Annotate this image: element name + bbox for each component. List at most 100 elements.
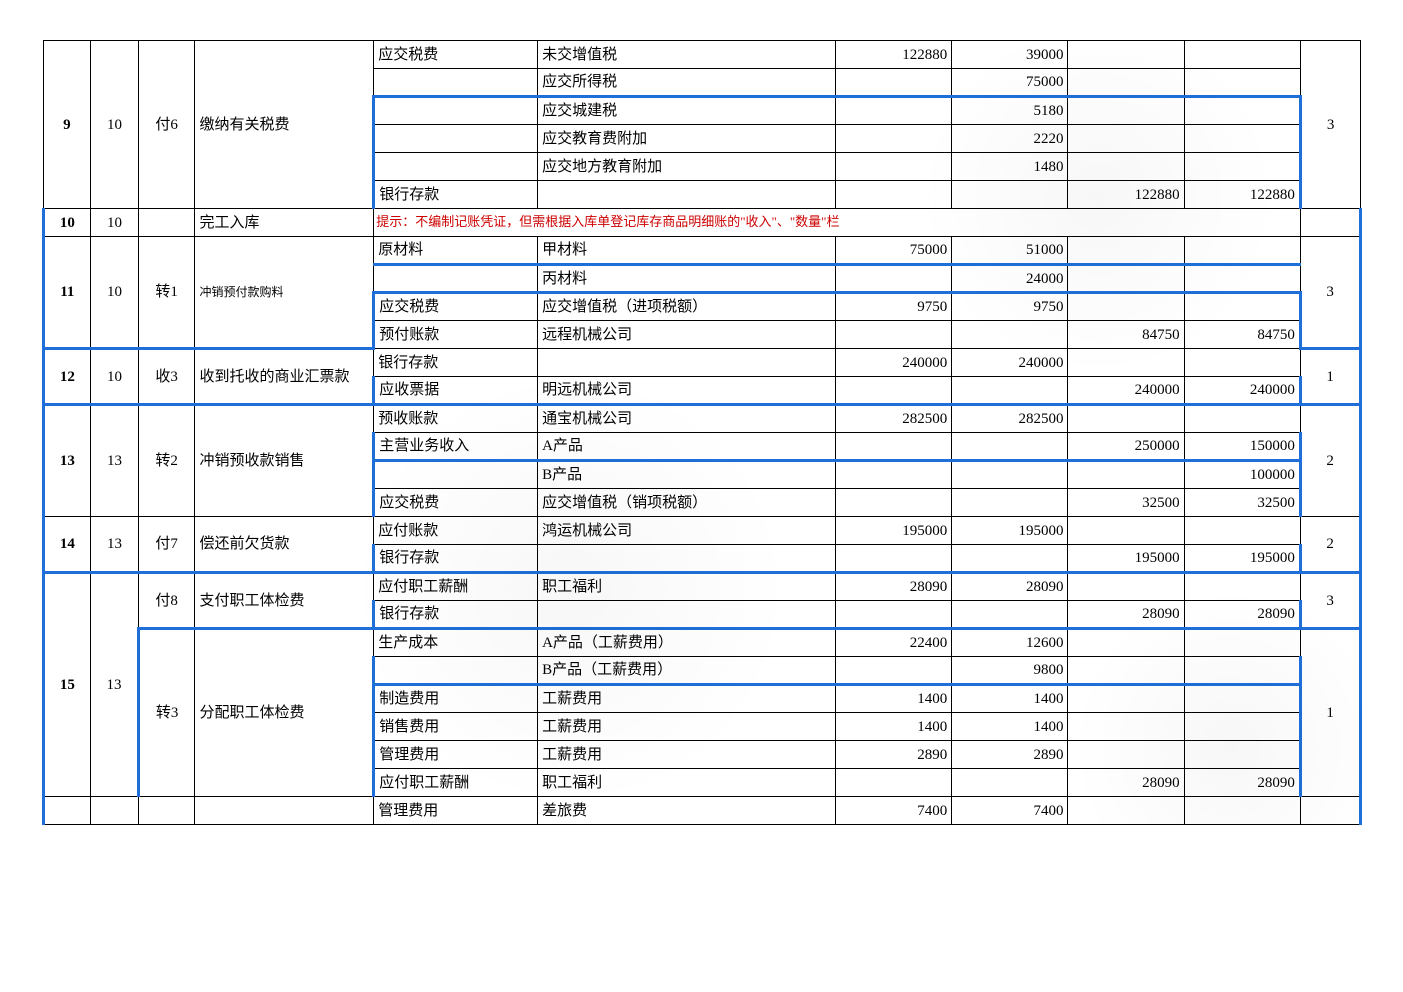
seq-cell: 9 [43, 41, 91, 209]
subject-cell: 管理费用 [374, 797, 538, 825]
subject-cell [374, 461, 538, 489]
summary-cell: 缴纳有关税费 [195, 41, 374, 209]
amount-cell: 122880 [1068, 181, 1184, 209]
amount-cell: 12600 [952, 629, 1068, 657]
amount-cell: 5180 [952, 97, 1068, 125]
subject-cell: 应付职工薪酬 [374, 769, 538, 797]
amount-cell [1184, 573, 1300, 601]
amount-cell: 9800 [952, 657, 1068, 685]
amount-cell: 282500 [952, 405, 1068, 433]
detail-cell [538, 181, 836, 209]
amount-cell [1068, 405, 1184, 433]
amount-cell: 240000 [1184, 377, 1300, 405]
summary-cell: 支付职工体检费 [195, 573, 374, 629]
amount-cell [952, 377, 1068, 405]
note-cell: 提示：不编制记账凭证，但需根据入库单登记库存商品明细账的"收入"、"数量"栏 [374, 209, 1301, 237]
amount-cell [1184, 797, 1300, 825]
amount-cell [952, 489, 1068, 517]
seq-cell: 14 [43, 517, 91, 573]
summary-cell: 冲销预付款购料 [195, 237, 374, 349]
amount-cell: 22400 [836, 629, 952, 657]
detail-cell: 应交增值税（进项税额） [538, 293, 836, 321]
voucher-cell [138, 209, 195, 237]
amount-cell: 51000 [952, 237, 1068, 265]
amount-cell [1184, 685, 1300, 713]
amount-cell: 195000 [952, 517, 1068, 545]
amount-cell: 122880 [836, 41, 952, 69]
count-cell: 1 [1300, 629, 1360, 797]
amount-cell [1184, 713, 1300, 741]
subject-cell: 销售费用 [374, 713, 538, 741]
subject-cell: 银行存款 [374, 545, 538, 573]
detail-cell: 工薪费用 [538, 685, 836, 713]
amount-cell [1068, 153, 1184, 181]
voucher-cell: 转2 [138, 405, 195, 517]
amount-cell: 250000 [1068, 433, 1184, 461]
summary-cell: 完工入库 [195, 209, 374, 237]
summary-cell: 冲销预收款销售 [195, 405, 374, 517]
subject-cell: 应交税费 [374, 41, 538, 69]
amount-cell [952, 601, 1068, 629]
detail-cell [538, 601, 836, 629]
amount-cell [836, 265, 952, 293]
subject-cell [374, 265, 538, 293]
amount-cell: 240000 [952, 349, 1068, 377]
amount-cell [1184, 517, 1300, 545]
amount-cell [836, 461, 952, 489]
amount-cell: 7400 [952, 797, 1068, 825]
detail-cell: 丙材料 [538, 265, 836, 293]
subject-cell: 银行存款 [374, 349, 538, 377]
detail-cell: B产品（工薪费用） [538, 657, 836, 685]
amount-cell [1068, 349, 1184, 377]
amount-cell: 9750 [952, 293, 1068, 321]
detail-cell: 职工福利 [538, 573, 836, 601]
amount-cell [1184, 657, 1300, 685]
summary-cell [195, 797, 374, 825]
voucher-cell [138, 797, 195, 825]
detail-cell: 差旅费 [538, 797, 836, 825]
amount-cell [1184, 349, 1300, 377]
amount-cell: 9750 [836, 293, 952, 321]
voucher-cell: 付8 [138, 573, 195, 629]
amount-cell [836, 601, 952, 629]
amount-cell: 2890 [952, 741, 1068, 769]
amount-cell: 2220 [952, 125, 1068, 153]
amount-cell [952, 181, 1068, 209]
amount-cell [1068, 797, 1184, 825]
amount-cell [952, 461, 1068, 489]
amount-cell [1068, 517, 1184, 545]
amount-cell: 32500 [1068, 489, 1184, 517]
amount-cell [836, 125, 952, 153]
detail-cell: 远程机械公司 [538, 321, 836, 349]
count-cell: 2 [1300, 517, 1360, 573]
amount-cell [1068, 237, 1184, 265]
amount-cell: 1400 [836, 685, 952, 713]
amount-cell: 84750 [1184, 321, 1300, 349]
subject-cell: 生产成本 [374, 629, 538, 657]
amount-cell: 150000 [1184, 433, 1300, 461]
amount-cell: 28090 [952, 573, 1068, 601]
amount-cell: 28090 [836, 573, 952, 601]
amount-cell [1068, 629, 1184, 657]
amount-cell [1068, 741, 1184, 769]
amount-cell [836, 97, 952, 125]
amount-cell [1068, 293, 1184, 321]
amount-cell: 75000 [952, 69, 1068, 97]
subject-cell [374, 69, 538, 97]
amount-cell [1184, 153, 1300, 181]
amount-cell [1068, 125, 1184, 153]
amount-cell [836, 69, 952, 97]
amount-cell: 282500 [836, 405, 952, 433]
amount-cell [1068, 69, 1184, 97]
amount-cell: 28090 [1184, 601, 1300, 629]
amount-cell: 24000 [952, 265, 1068, 293]
seq-cell: 13 [43, 405, 91, 517]
amount-cell [952, 769, 1068, 797]
count-cell: 2 [1300, 405, 1360, 517]
amount-cell: 28090 [1068, 769, 1184, 797]
count-cell: 1 [1300, 349, 1360, 405]
amount-cell: 1400 [952, 713, 1068, 741]
detail-cell: B产品 [538, 461, 836, 489]
amount-cell [1184, 97, 1300, 125]
detail-cell: 未交增值税 [538, 41, 836, 69]
